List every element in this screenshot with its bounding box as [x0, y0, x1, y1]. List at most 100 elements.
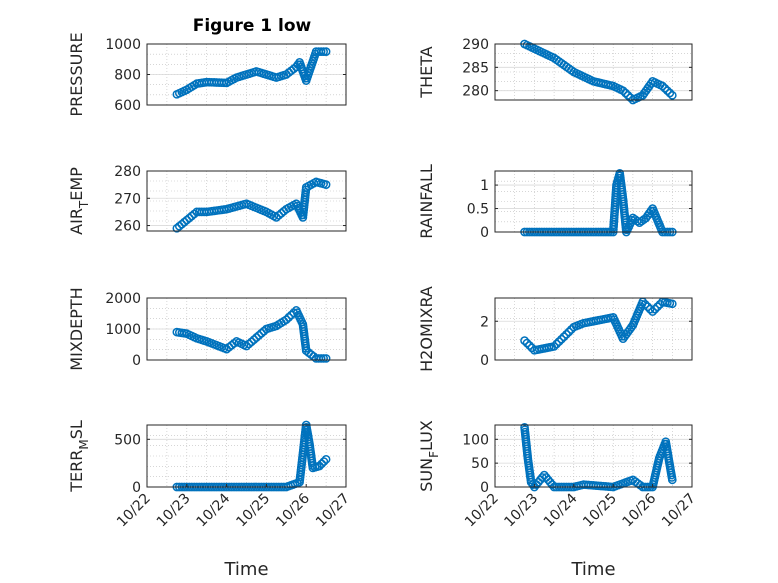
data-point: [564, 327, 574, 337]
y-tick-label: 280: [114, 164, 141, 180]
y-tick-label: 100: [462, 432, 489, 448]
y-tick-label: 280: [462, 84, 489, 100]
subplot-3: 260 270 280 AIRTEMP: [67, 164, 347, 235]
y-axis-label: SUNFLUX: [417, 420, 441, 492]
y-tick-label: 0: [132, 353, 141, 369]
y-axis-label-main: THETA: [417, 46, 436, 98]
y-tick-label: 0: [132, 480, 141, 496]
data-point: [317, 459, 327, 469]
axes-box: [494, 43, 693, 101]
x-tick-label: 10/25: [580, 491, 620, 531]
data-point: [667, 299, 677, 309]
data-series: [520, 39, 677, 105]
data-point: [321, 354, 331, 363]
y-tick-label: 0: [480, 480, 489, 496]
data-point: [252, 333, 261, 342]
data-point: [321, 47, 331, 56]
data-point: [257, 328, 266, 338]
data-point: [665, 88, 675, 98]
data-point: [667, 475, 677, 485]
data-point: [640, 299, 650, 309]
data-point: [650, 304, 660, 314]
data-point: [559, 332, 569, 342]
y-axis-label: H2OMIXRA: [417, 286, 436, 372]
data-point: [626, 323, 636, 332]
subplot-2: 280 285 290 THETA: [417, 37, 693, 105]
subplot-7: 0 500 TERRMSL 10/22 10/23 10/24 10/25 10/26 10/2…: [67, 420, 353, 580]
data-point: [557, 334, 566, 344]
data-point: [316, 354, 326, 363]
x-tick-label: 10/22: [462, 491, 502, 531]
y-tick-label: 260: [114, 219, 141, 235]
x-axis-label: Time: [570, 559, 615, 580]
data-point: [525, 341, 534, 350]
data-point: [618, 86, 628, 96]
data-point: [315, 461, 324, 471]
data-point: [648, 307, 657, 316]
y-axis-label-subscript: T: [77, 200, 91, 209]
y-axis-label-main: AIR: [67, 208, 86, 235]
x-tick-label: 10/26: [273, 490, 313, 530]
y-tick-label: 1: [480, 178, 489, 194]
data-point: [552, 339, 561, 349]
y-axis-label: PRESSURE: [67, 32, 86, 116]
x-tick-label: 10/24: [541, 490, 581, 530]
y-axis-label-main: SUN: [417, 458, 436, 492]
y-tick-label: 0: [480, 225, 489, 241]
y-tick-label: 285: [462, 60, 489, 76]
axes-box: [494, 297, 693, 361]
y-tick-label: 1000: [105, 37, 141, 53]
x-axis-label: Time: [223, 559, 268, 580]
axes-box: [494, 424, 693, 488]
y-axis-label: AIRTEMP: [67, 167, 91, 235]
data-point: [623, 90, 633, 100]
y-tick-label: 290: [462, 37, 489, 53]
y-axis-label: RAINFALL: [417, 164, 436, 239]
data-series: [172, 47, 331, 99]
y-tick-label: 800: [114, 68, 141, 84]
y-axis-label: TERRMSL: [67, 420, 91, 493]
data-series: [172, 177, 331, 233]
x-tick-label: 10/23: [154, 491, 194, 531]
y-tick-label: 2: [480, 314, 489, 330]
data-point: [554, 337, 564, 346]
data-point: [284, 313, 294, 322]
data-point: [316, 47, 326, 56]
data-point: [319, 457, 329, 466]
data-point: [658, 81, 667, 91]
data-point: [663, 86, 672, 96]
data-point: [242, 341, 251, 351]
y-axis-label-main: RAINFALL: [417, 164, 436, 239]
data-point: [244, 339, 254, 349]
data-point: [643, 302, 653, 312]
data-point: [667, 90, 677, 100]
y-tick-label: 270: [114, 191, 141, 207]
subplot-8: 0 50 100 SUNFLUX 10/22 10/23 10/24 10/25 10/26 10…: [417, 420, 699, 580]
axes-box: [146, 424, 347, 488]
y-tick-label: 0: [480, 353, 489, 369]
data-series: [172, 420, 331, 492]
subplot-1: 600 800 1000 PRESSURE: [67, 32, 347, 117]
subplot-5: 0 1000 2000 MIXDEPTH: [67, 287, 347, 371]
x-tick-label: 10/27: [313, 491, 353, 531]
data-point: [289, 308, 299, 318]
data-point: [254, 331, 264, 340]
y-tick-label: 50: [471, 456, 489, 472]
data-point: [281, 315, 291, 325]
data-point: [321, 180, 331, 189]
subplot-4: 0 0.5 1 RAINFALL: [417, 164, 693, 241]
data-point: [621, 88, 630, 98]
y-axis-label-main: H2OMIXRA: [417, 286, 436, 372]
data-point: [249, 335, 259, 345]
figure-title: Figure 1 low: [193, 16, 312, 36]
x-tick-label: 10/27: [659, 491, 699, 531]
y-axis-label-main: MIXDEPTH: [67, 287, 86, 370]
y-axis-label: THETA: [417, 46, 436, 98]
y-axis-label-tail: EMP: [67, 167, 86, 201]
y-axis-label-tail: LUX: [417, 420, 436, 451]
data-point: [319, 354, 328, 363]
data-point: [321, 454, 331, 464]
data-point: [520, 336, 529, 345]
